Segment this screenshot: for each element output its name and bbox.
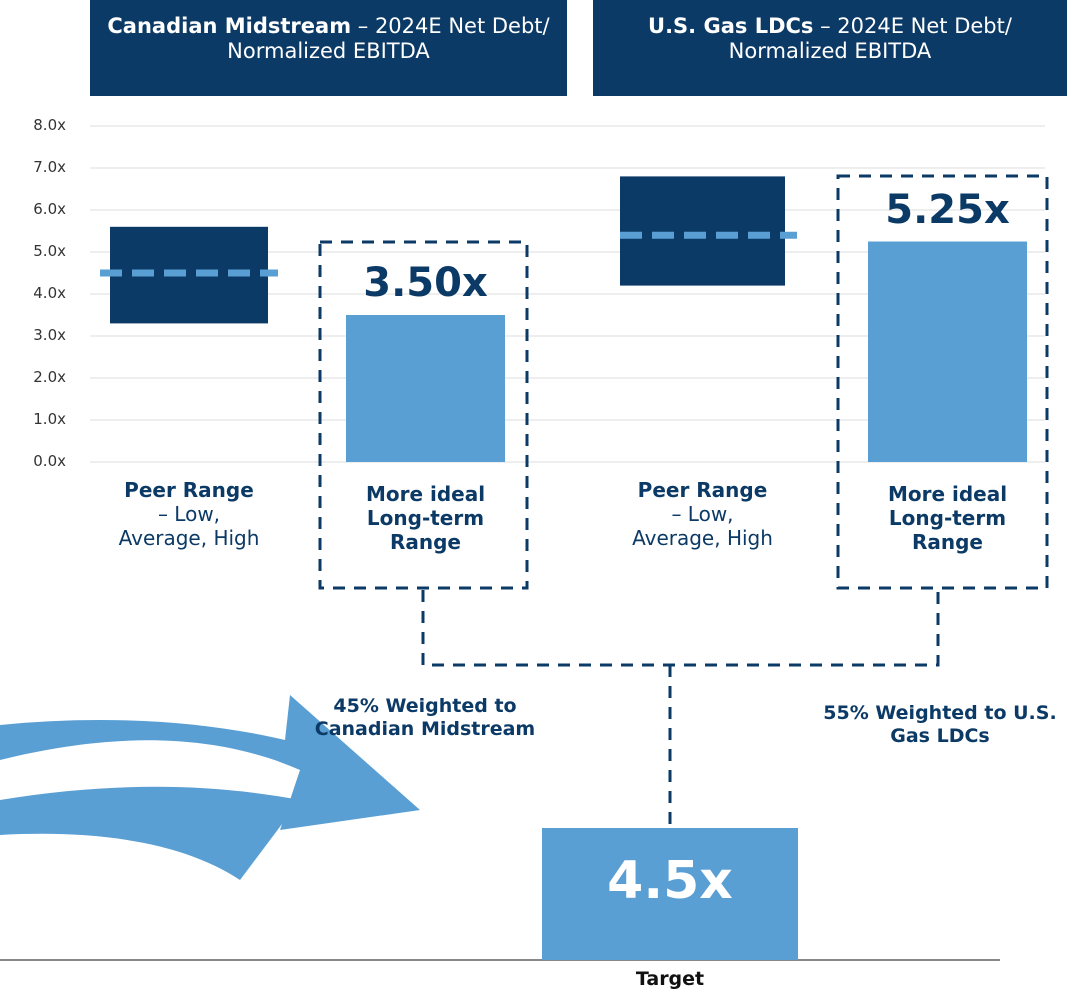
target-value: 4.5x xyxy=(607,851,733,911)
ideal-box xyxy=(836,174,1049,590)
y-tick-label: 4.0x xyxy=(33,284,66,302)
panel-header: U.S. Gas LDCs – 2024E Net Debt/ Normaliz… xyxy=(593,0,1067,96)
ideal-value-label: 3.50x xyxy=(363,260,488,306)
y-tick-label: 0.0x xyxy=(33,452,66,470)
y-tick-label: 7.0x xyxy=(33,158,66,176)
y-tick-label: 5.0x xyxy=(33,242,66,260)
y-tick-label: 1.0x xyxy=(33,410,66,428)
connectors xyxy=(421,590,940,828)
arrow xyxy=(0,695,420,830)
peer-label: Peer Range – Low, Average, High xyxy=(118,478,260,550)
target-caption: Target xyxy=(635,968,705,990)
target-box xyxy=(542,828,798,960)
weight-label: 45% Weighted to Canadian Midstream xyxy=(314,695,536,740)
ideal-value-label: 5.25x xyxy=(885,186,1010,233)
peer-label: Peer Range – Low, Average, High xyxy=(628,478,777,550)
panel-header: Canadian Midstream – 2024E Net Debt/ Nor… xyxy=(90,0,567,96)
peer-label-rest: – Low, Average, High xyxy=(632,502,773,550)
header-bold: Canadian Midstream xyxy=(107,14,352,38)
header-rest: – 2024E Net Debt/ Normalized EBITDA xyxy=(227,14,550,64)
ideal-bar xyxy=(868,241,1027,462)
ideal-label: More ideal Long-term Range xyxy=(887,482,1008,554)
y-tick-label: 2.0x xyxy=(33,368,66,386)
peer-range-bar xyxy=(620,176,785,286)
y-tick-label: 3.0x xyxy=(33,326,66,344)
header-rest: – 2024E Net Debt/ Normalized EBITDA xyxy=(728,14,1012,64)
peer-label-bold: Peer Range xyxy=(124,478,254,502)
peer-label-rest: – Low, Average, High xyxy=(118,502,260,550)
ideal-box xyxy=(318,240,529,590)
weight-label: 55% Weighted to U.S. Gas LDCs xyxy=(823,702,1057,747)
ideal-label: More ideal Long-term Range xyxy=(365,482,486,554)
peer-label-bold: Peer Range xyxy=(637,478,768,502)
ideal-bar xyxy=(346,315,505,462)
y-tick-label: 6.0x xyxy=(33,200,66,218)
arrow-tail xyxy=(0,786,300,880)
header-bold: U.S. Gas LDCs xyxy=(648,14,814,38)
y-tick-label: 8.0x xyxy=(33,116,66,134)
